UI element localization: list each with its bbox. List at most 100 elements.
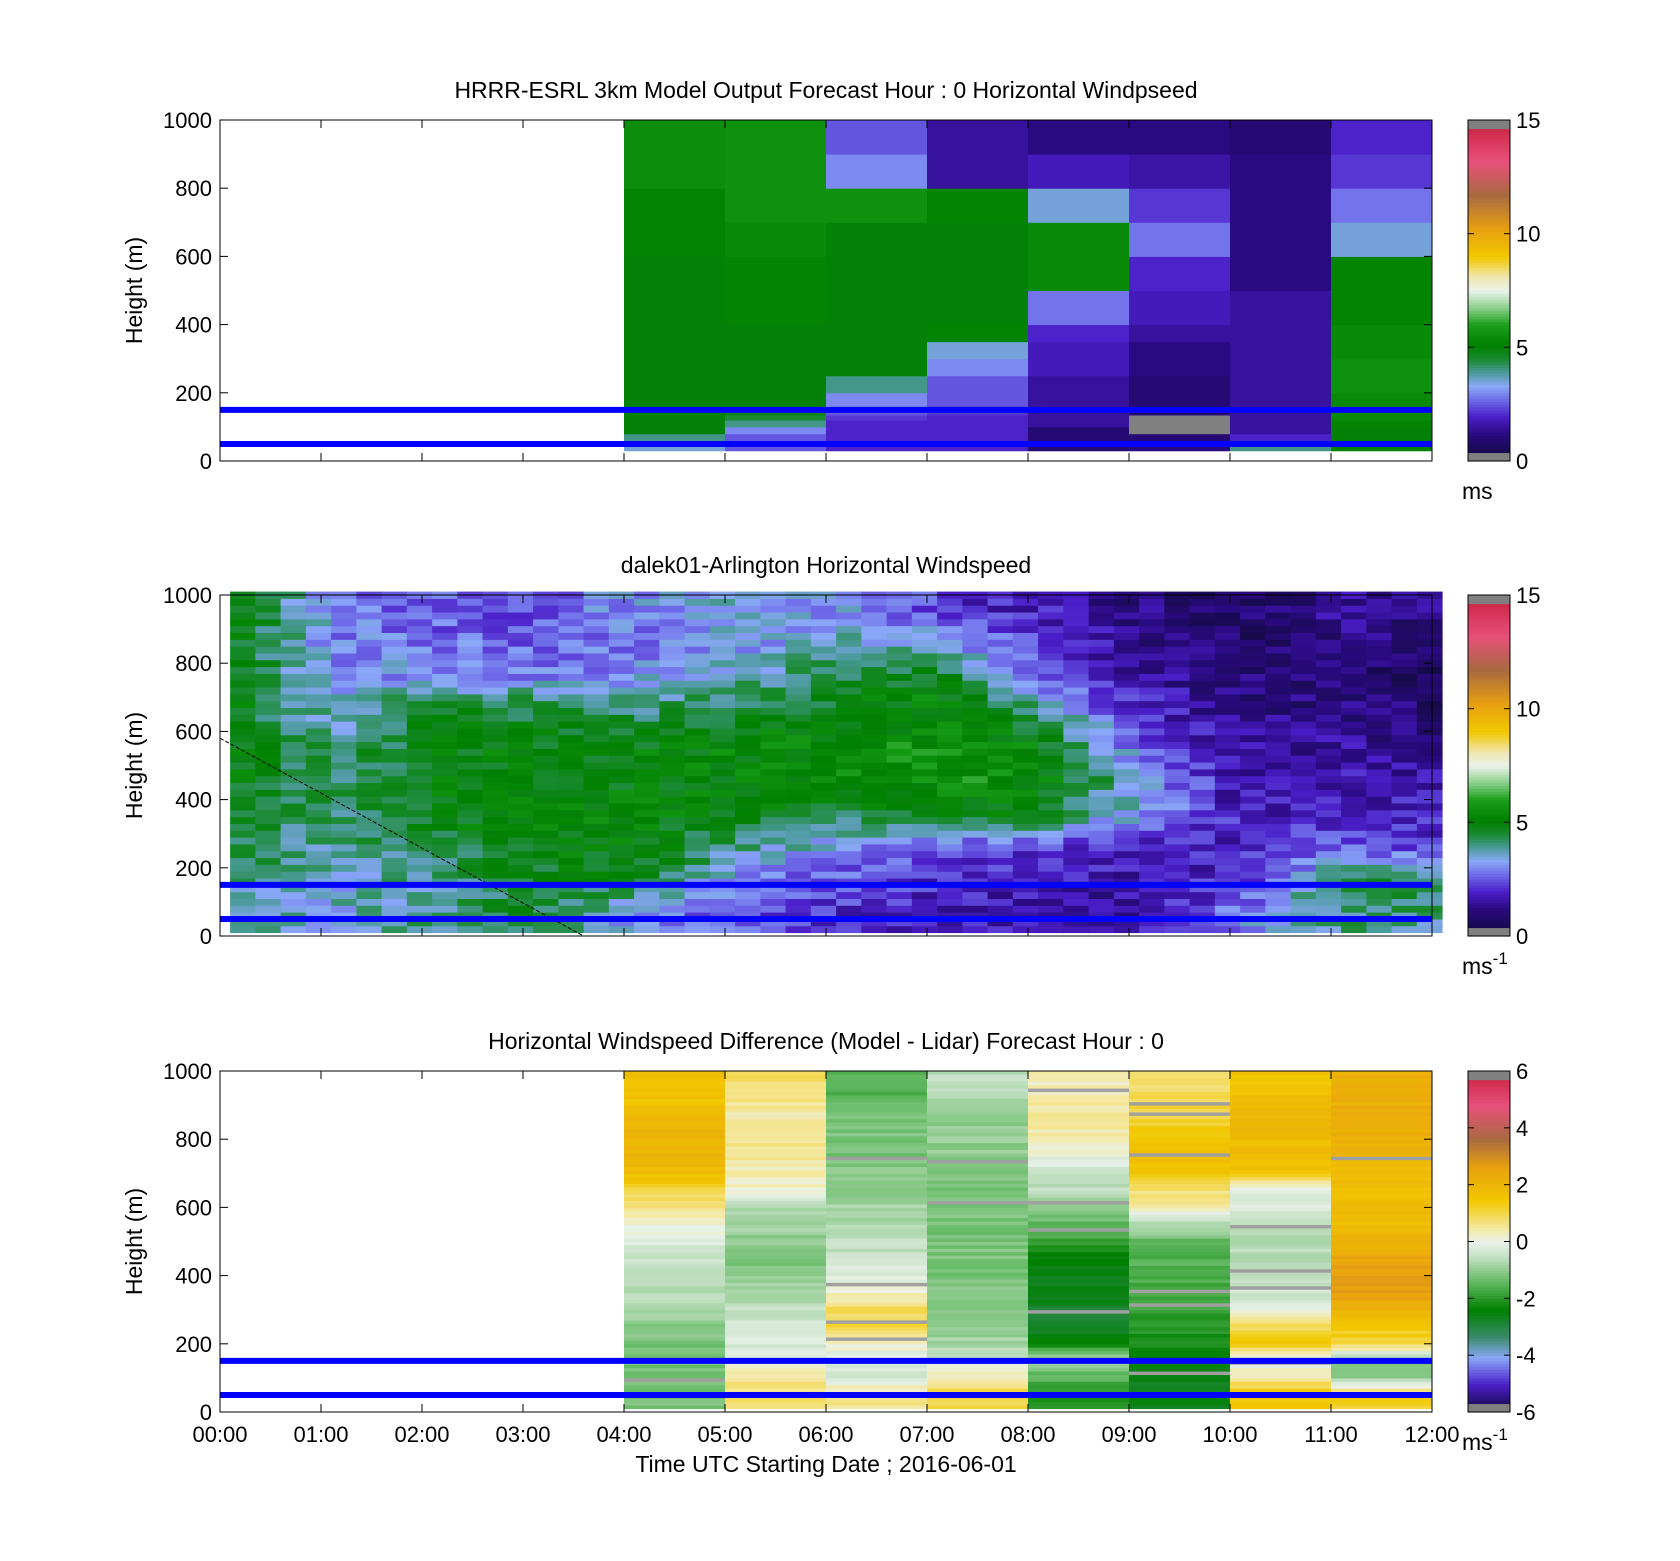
heatmap-cell bbox=[1391, 850, 1418, 859]
heatmap-cell bbox=[1416, 721, 1443, 729]
heatmap-cell bbox=[1129, 358, 1231, 377]
heatmap-cell bbox=[709, 925, 736, 934]
colorbar-segment bbox=[1468, 1335, 1510, 1339]
heatmap-cell bbox=[1164, 925, 1191, 934]
heatmap-cell bbox=[1129, 1224, 1231, 1229]
heatmap-cell bbox=[826, 256, 928, 291]
heatmap-cell bbox=[1214, 612, 1241, 620]
heatmap-cell bbox=[684, 809, 711, 818]
heatmap-cell bbox=[1230, 1289, 1332, 1294]
heatmap-cell bbox=[634, 912, 660, 920]
heatmap-cell bbox=[1028, 1186, 1130, 1191]
heatmap-cell bbox=[1265, 700, 1292, 709]
heatmap-cell bbox=[608, 898, 635, 906]
heatmap-cell bbox=[861, 830, 888, 838]
heatmap-cell bbox=[1230, 1115, 1332, 1120]
heatmap-cell bbox=[709, 809, 736, 818]
heatmap-cell bbox=[987, 687, 1014, 695]
heatmap-cell bbox=[624, 1316, 726, 1321]
heatmap-cell bbox=[1391, 748, 1418, 756]
heatmap-cell bbox=[725, 1292, 827, 1297]
heatmap-cell bbox=[1265, 652, 1292, 661]
heatmap-cell bbox=[1315, 734, 1342, 743]
heatmap-cell bbox=[583, 618, 610, 627]
colorbar-segment bbox=[1468, 731, 1510, 735]
heatmap-cell bbox=[1129, 1381, 1231, 1386]
heatmap-cell bbox=[1230, 1319, 1332, 1324]
colorbar-segment bbox=[1468, 361, 1510, 365]
colorbar-segment bbox=[1468, 276, 1510, 280]
heatmap-cell bbox=[709, 884, 736, 893]
heatmap-cell bbox=[1331, 1214, 1433, 1219]
heatmap-cell bbox=[760, 632, 787, 640]
heatmap-cell bbox=[861, 918, 888, 927]
heatmap-cell bbox=[583, 782, 610, 790]
heatmap-cell bbox=[482, 816, 509, 824]
heatmap-cell bbox=[1265, 878, 1292, 886]
colorbar-segment bbox=[1468, 438, 1510, 442]
heatmap-cell bbox=[937, 789, 963, 797]
heatmap-cell bbox=[826, 1347, 928, 1352]
heatmap-cell bbox=[826, 1323, 928, 1328]
heatmap-cell bbox=[1416, 878, 1443, 886]
heatmap-cell bbox=[937, 809, 963, 818]
heatmap-cell bbox=[634, 632, 660, 640]
heatmap-cell bbox=[624, 1115, 726, 1120]
heatmap-cell bbox=[1214, 782, 1241, 790]
heatmap-cell bbox=[305, 809, 332, 818]
heatmap-cell bbox=[634, 782, 660, 790]
heatmap-cell bbox=[533, 680, 559, 688]
heatmap-cell bbox=[1214, 891, 1241, 899]
heatmap-cell bbox=[861, 843, 888, 852]
heatmap-cell bbox=[927, 1152, 1029, 1157]
heatmap-cell bbox=[1331, 1071, 1433, 1075]
heatmap-cell bbox=[1265, 898, 1292, 906]
heatmap-cell bbox=[1139, 809, 1165, 818]
heatmap-cell bbox=[230, 878, 256, 886]
heatmap-cell bbox=[1391, 652, 1418, 661]
heatmap-cell bbox=[927, 1101, 1029, 1106]
heatmap-cell bbox=[305, 878, 332, 886]
heatmap-cell bbox=[558, 714, 585, 722]
heatmap-cell bbox=[725, 120, 827, 155]
heatmap-cell bbox=[406, 755, 433, 763]
heatmap-cell bbox=[331, 700, 357, 709]
heatmap-cell bbox=[937, 707, 963, 715]
heatmap-cell bbox=[608, 721, 635, 729]
heatmap-cell bbox=[1366, 639, 1393, 647]
heatmap-cell bbox=[1129, 222, 1231, 257]
heatmap-cell bbox=[1063, 666, 1090, 674]
heatmap-cell bbox=[1028, 1190, 1130, 1195]
heatmap-cell bbox=[507, 830, 534, 838]
heatmap-cell bbox=[1290, 755, 1317, 763]
heatmap-cell bbox=[406, 741, 433, 749]
heatmap-cell bbox=[1265, 905, 1292, 913]
heatmap-cell bbox=[962, 843, 989, 852]
heatmap-cell bbox=[684, 905, 711, 913]
heatmap-cell bbox=[836, 680, 862, 688]
heatmap-cell bbox=[725, 1326, 827, 1331]
heatmap-cell bbox=[735, 823, 761, 831]
heatmap-cell bbox=[987, 891, 1014, 899]
heatmap-cell bbox=[659, 605, 686, 613]
heatmap-cell bbox=[735, 850, 761, 859]
colorbar-segment bbox=[1468, 310, 1510, 314]
heatmap-cell bbox=[911, 775, 938, 784]
heatmap-cell bbox=[1189, 721, 1216, 729]
heatmap-cell bbox=[927, 324, 1029, 343]
heatmap-cell bbox=[624, 1108, 726, 1113]
heatmap-cell bbox=[1113, 605, 1140, 613]
heatmap-cell bbox=[1038, 673, 1064, 681]
heatmap-cell bbox=[760, 748, 787, 756]
heatmap-cell bbox=[987, 632, 1014, 640]
heatmap-cell bbox=[608, 612, 635, 620]
heatmap-cell bbox=[331, 809, 357, 818]
heatmap-cell bbox=[1028, 392, 1130, 411]
heatmap-cell bbox=[760, 762, 787, 770]
heatmap-cell bbox=[1063, 816, 1090, 824]
heatmap-cell bbox=[255, 878, 282, 886]
heatmap-cell bbox=[1063, 755, 1090, 763]
heatmap-cell bbox=[886, 680, 913, 688]
heatmap-cell bbox=[1063, 809, 1090, 818]
heatmap-cell bbox=[886, 871, 913, 879]
